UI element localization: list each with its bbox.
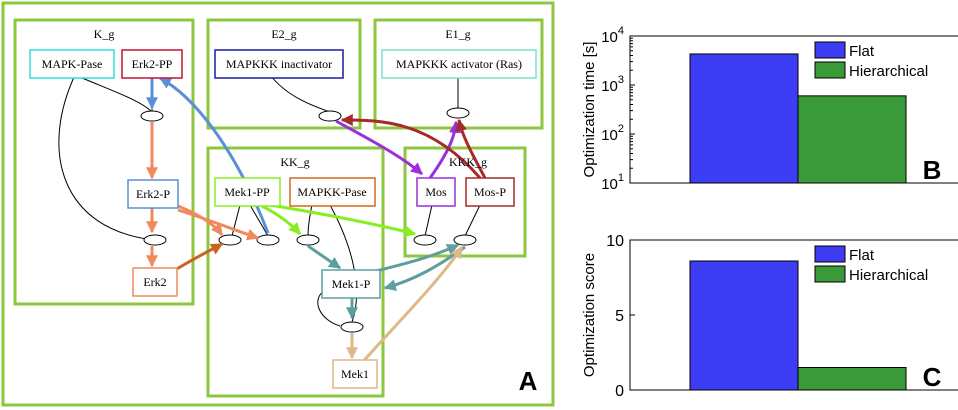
reaction-node: [446, 107, 470, 119]
node-erk2-p: [127, 179, 179, 209]
node-label-mek1-pp: Mek1-PP: [224, 185, 270, 199]
arrow-mosp-inactivator: [340, 114, 482, 179]
group-kk-g: [206, 146, 385, 398]
node-label-mapk-pase: MAPK-Pase: [42, 57, 103, 71]
legend-label-hierarchical: Hierarchical: [849, 63, 928, 80]
group-title-kk-g: KK_g: [280, 155, 309, 169]
node-mapkkk-activator: [381, 49, 537, 79]
reaction-node: [218, 234, 242, 246]
y-axis-label: Optimization time [s]: [581, 42, 598, 178]
panel-label-b: B: [923, 155, 942, 185]
node-label-mapkk-pase: MAPKK-Pase: [297, 185, 366, 199]
group-title-e1-g: E1_g: [445, 27, 470, 41]
bar-hierarchical: [797, 95, 907, 184]
node-mapkkk-inactivator: [214, 49, 344, 79]
legend-label-hierarchical: Hierarchical: [849, 267, 928, 284]
group-title-e2-g: E2_g: [271, 27, 296, 41]
edge-mapkkpase-a: [307, 204, 313, 237]
y-tick-label: 101: [601, 172, 624, 193]
reaction-node: [340, 321, 364, 333]
panel-a-frame: [1, 1, 555, 407]
y-tick-label: 103: [601, 74, 624, 95]
node-label-erk2-pp: Erk2-PP: [132, 57, 173, 71]
panel-label-a: A: [519, 366, 538, 396]
node-label-mek1-p: Mek1-P: [332, 277, 371, 291]
node-mapkk-pase: [289, 177, 376, 207]
arrow-mek1-kkk: [358, 246, 464, 366]
legend-swatch-hierarchical: [814, 265, 846, 283]
node-mos-p: [465, 177, 515, 207]
arrow-erk2-r: [174, 242, 224, 272]
group-title-k-g: K_g: [94, 27, 115, 41]
legend-swatch-flat: [814, 41, 846, 59]
node-label-mek1: Mek1: [341, 367, 369, 381]
arrow-mek1pp-r: [259, 203, 302, 235]
arrow-r-mek1p: [307, 244, 341, 270]
reaction-node: [453, 234, 477, 246]
group-kkk-g: [403, 146, 527, 258]
legend-swatch-flat: [814, 245, 846, 263]
node-mek1-pp: [214, 177, 281, 207]
y-tick-label: 102: [601, 123, 624, 144]
group-k-g: [13, 18, 195, 306]
node-label-erk2-p: Erk2-P: [136, 187, 170, 201]
bar-flat: [689, 53, 799, 184]
group-e2-g: [206, 18, 362, 130]
node-erk2: [132, 267, 178, 297]
legend-label-flat: Flat: [849, 247, 875, 264]
y-tick-label: 0: [615, 383, 624, 400]
arrow-r-mos: [335, 119, 423, 176]
node-erk2-pp: [121, 49, 183, 79]
bar-flat: [689, 260, 799, 391]
panel-label-c: C: [923, 362, 942, 392]
edge-mosp-r: [464, 204, 481, 237]
node-label-erk2: Erk2: [143, 275, 166, 289]
legend-swatch-hierarchical: [814, 61, 846, 79]
reaction-node: [143, 234, 167, 246]
flux-arrows: [146, 76, 487, 366]
edge-mek1pp-a: [231, 204, 241, 237]
chart-frame: [629, 35, 958, 184]
node-label-mos: Mos: [425, 185, 447, 199]
node-mek1: [332, 359, 378, 389]
reaction-node: [296, 234, 320, 246]
edge-mapkpase-r2: [58, 74, 156, 241]
node-label-mapkkk-inactivator: MAPKKK inactivator: [226, 57, 332, 71]
edge-mek1pp-b: [249, 204, 269, 237]
node-mapk-pase: [29, 49, 115, 79]
arrow-mosp-r: [455, 118, 487, 179]
y-tick-label: 5: [615, 308, 624, 325]
reaction-node: [413, 234, 437, 246]
arrow-r-erk2pp: [158, 76, 270, 234]
node-mek1-p: [321, 269, 381, 299]
reaction-node: [140, 110, 164, 122]
node-mos: [416, 177, 456, 207]
y-tick-label: 10: [606, 233, 624, 250]
node-label-mos-p: Mos-P: [474, 185, 506, 199]
arrow-erk2p-r4: [177, 208, 260, 241]
y-axis-label: Optimization score: [581, 253, 598, 377]
y-tick-label: 104: [601, 25, 624, 46]
edge-mos-r: [424, 204, 433, 237]
arrow-mek1pp-kkk: [269, 203, 417, 238]
bar-hierarchical: [797, 367, 907, 391]
group-title-kkk-g: KKK_g: [449, 155, 487, 169]
node-label-mapkkk-activator: MAPKKK activator (Ras): [396, 57, 522, 71]
legend-label-flat: Flat: [849, 43, 875, 60]
